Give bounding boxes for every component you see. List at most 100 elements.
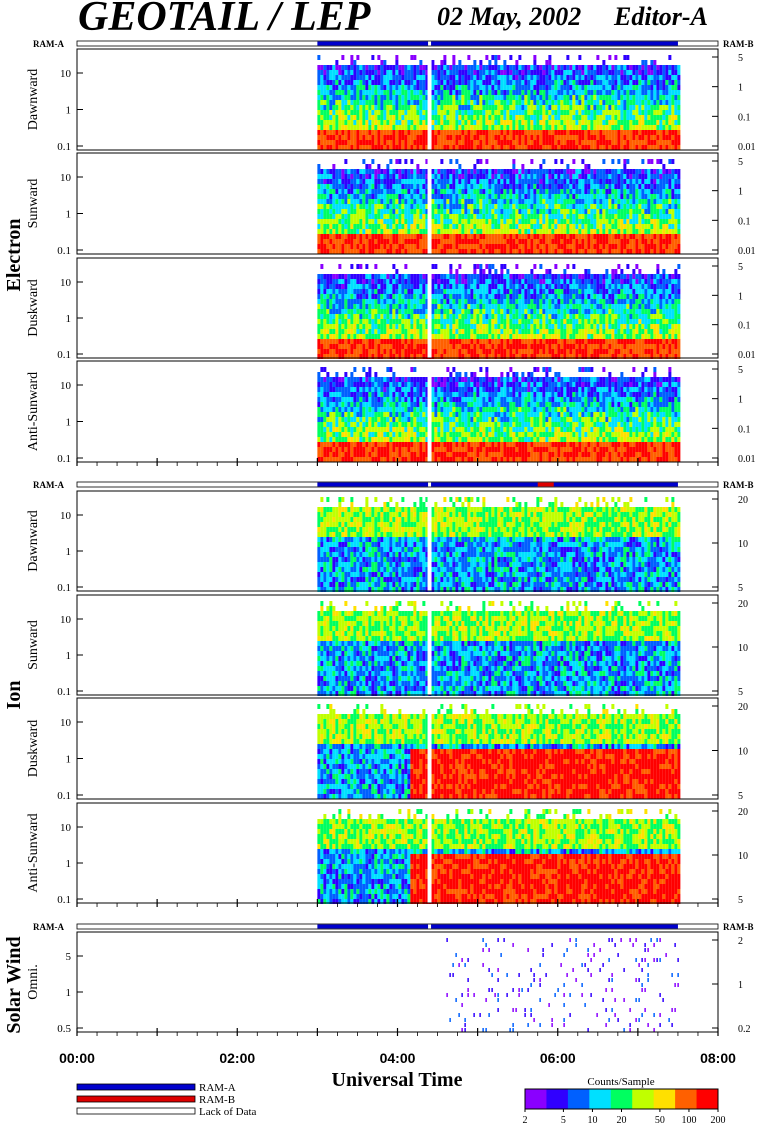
spectrum-cell [383,309,387,314]
spectrum-cell [551,135,555,140]
spectrum-cell [677,244,681,249]
spectrum-cell [488,105,492,110]
spectrum-cell [374,319,378,324]
spectrum-cell [416,85,420,90]
spectrum-cell [401,249,405,254]
spectrum-cell [380,199,384,204]
spectrum-cell [656,239,660,244]
spectrum-cell [431,194,435,199]
spectrum-cell [479,60,483,65]
spectrum-cell [641,135,645,140]
spectrum-cell [635,174,639,179]
spectrum-cell [341,145,345,150]
spectrum-cell [323,199,327,204]
spectrum-cell [344,244,348,249]
spectrum-cell [371,204,375,209]
spectrum-cell [437,145,441,150]
spectrum-cell [395,214,399,219]
spectrum-cell [581,115,585,120]
spectrum-cell [338,329,342,334]
spectrum-cell [632,234,636,239]
spectrum-cell [503,174,507,179]
spectrum-cell [563,115,567,120]
spectrum-cell [473,95,477,100]
spectrum-cell [455,130,459,135]
spectrum-cell [596,55,600,60]
spectrum-cell [443,85,447,90]
spectrum-cell [548,214,552,219]
spectrum-cell [389,244,393,249]
spectrum-cell [536,80,540,85]
spectrum-cell [374,130,378,135]
spectrum-cell [344,130,348,135]
spectrum-cell [341,105,345,110]
spectrum-cell [386,179,390,184]
spectrum-cell [407,199,411,204]
spectrum-cell [443,110,447,115]
spectrum-cell [596,244,600,249]
spectrum-cell [563,140,567,145]
spectrum-cell [551,145,555,150]
spectrum-cell [371,194,375,199]
spectrum-cell [341,229,345,234]
spectrum-cell [569,65,573,70]
spectrum-cell [671,234,675,239]
spectrum-cell [506,209,510,214]
spectrum-cell [317,274,321,279]
spectrum-cell [350,140,354,145]
spectrum-cell [353,140,357,145]
spectrum-cell [413,105,417,110]
spectrum-cell [545,204,549,209]
spectrum-cell [389,159,393,164]
spectrum-cell [404,334,408,339]
spectrum-cell [602,120,606,125]
spectrum-cell [398,115,402,120]
spectrum-cell [455,239,459,244]
spectrum-cell [602,100,606,105]
spectrum-cell [347,274,351,279]
spectrum-cell [365,214,369,219]
spectrum-cell [629,85,633,90]
spectrum-cell [371,70,375,75]
spectrum-cell [359,214,363,219]
spectrum-cell [602,229,606,234]
spectrum-cell [431,130,435,135]
spectrum-cell [554,249,558,254]
left-tick-label: 10 [60,172,72,184]
spectrum-cell [398,159,402,164]
spectrum-cell [593,194,597,199]
spectrum-cell [341,100,345,105]
spectrum-cell [677,229,681,234]
spectrum-cell [515,80,519,85]
spectrum-cell [668,55,672,60]
spectrum-cell [614,184,618,189]
spectrum-cell [368,219,372,224]
spectrum-cell [470,214,474,219]
spectrum-cell [410,319,414,324]
spectrum-cell [638,85,642,90]
spectrum-cell [452,65,456,70]
spectrum-cell [641,130,645,135]
spectrum-cell [389,344,393,349]
spectrum-cell [473,75,477,80]
spectrum-cell [440,95,444,100]
spectrum-cell [617,194,621,199]
spectrum-cell [488,224,492,229]
spectrum-cell [422,339,426,344]
spectrum-cell [383,284,387,289]
spectrum-cell [377,274,381,279]
spectrum-cell [410,105,414,110]
spectrum-cell [479,239,483,244]
spectrum-cell [455,120,459,125]
spectrum-cell [671,159,675,164]
spectrum-cell [653,75,657,80]
spectrum-cell [581,145,585,150]
spectrum-cell [650,145,654,150]
spectrum-cell [422,100,426,105]
spectrum-cell [392,274,396,279]
spectrum-cell [521,189,525,194]
spectrum-cell [455,199,459,204]
spectrum-cell [596,249,600,254]
spectrum-cell [653,90,657,95]
spectrum-cell [347,145,351,150]
